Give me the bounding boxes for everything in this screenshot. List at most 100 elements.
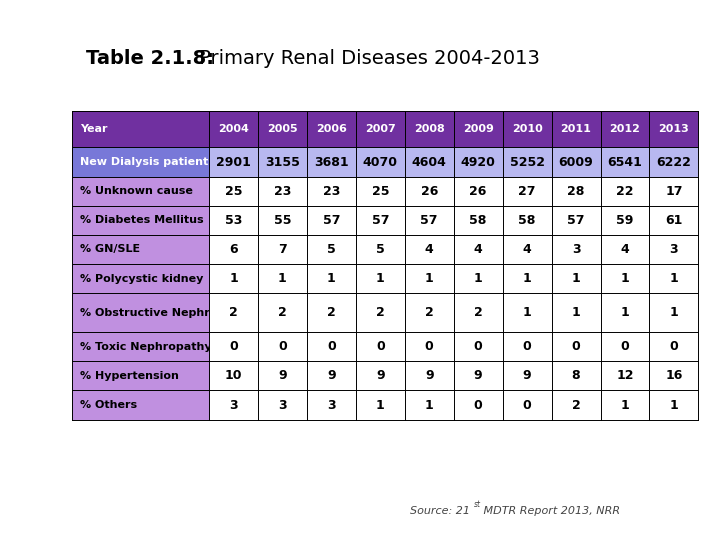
Text: 1: 1 <box>425 272 433 285</box>
Text: 5: 5 <box>327 243 336 256</box>
Text: 28: 28 <box>567 185 585 198</box>
Text: Primary Renal Diseases 2004-2013: Primary Renal Diseases 2004-2013 <box>193 49 540 68</box>
Text: 1: 1 <box>572 272 580 285</box>
Text: 1: 1 <box>376 399 384 411</box>
Text: 0: 0 <box>327 340 336 353</box>
Text: 6541: 6541 <box>608 156 642 168</box>
Text: 2008: 2008 <box>414 124 445 134</box>
Text: 4070: 4070 <box>363 156 398 168</box>
Text: 25: 25 <box>225 185 242 198</box>
Text: % Polycystic kidney: % Polycystic kidney <box>80 274 204 284</box>
Text: 9: 9 <box>278 369 287 382</box>
Text: 4: 4 <box>425 243 433 256</box>
Text: 23: 23 <box>274 185 291 198</box>
Text: 8: 8 <box>572 369 580 382</box>
Text: 0: 0 <box>572 340 580 353</box>
Text: 0: 0 <box>621 340 629 353</box>
Text: 1: 1 <box>523 306 531 319</box>
Text: 6: 6 <box>229 243 238 256</box>
Text: 26: 26 <box>469 185 487 198</box>
Text: % Toxic Nephropathy: % Toxic Nephropathy <box>80 342 212 352</box>
Text: 2: 2 <box>278 306 287 319</box>
Text: 1: 1 <box>523 272 531 285</box>
Text: 1: 1 <box>670 272 678 285</box>
Text: st: st <box>474 500 481 509</box>
Text: 57: 57 <box>372 214 389 227</box>
Text: 9: 9 <box>376 369 384 382</box>
Text: 0: 0 <box>523 399 531 411</box>
Text: 4920: 4920 <box>461 156 495 168</box>
Text: 10: 10 <box>225 369 242 382</box>
Text: 0: 0 <box>474 340 482 353</box>
Text: 3: 3 <box>278 399 287 411</box>
Text: 0: 0 <box>376 340 384 353</box>
Text: 26: 26 <box>420 185 438 198</box>
Text: 0: 0 <box>523 340 531 353</box>
Text: Table 2.1.8:: Table 2.1.8: <box>86 49 215 68</box>
Text: 2: 2 <box>229 306 238 319</box>
Text: 3: 3 <box>229 399 238 411</box>
Text: 1: 1 <box>474 272 482 285</box>
Text: 2004: 2004 <box>218 124 249 134</box>
Text: 2011: 2011 <box>561 124 592 134</box>
Text: 57: 57 <box>420 214 438 227</box>
Text: 4: 4 <box>621 243 629 256</box>
Text: 1: 1 <box>327 272 336 285</box>
Text: 1: 1 <box>572 306 580 319</box>
Text: 3: 3 <box>572 243 580 256</box>
Text: 27: 27 <box>518 185 536 198</box>
Text: 1: 1 <box>229 272 238 285</box>
Text: % GN/SLE: % GN/SLE <box>80 245 140 254</box>
Text: 9: 9 <box>425 369 433 382</box>
Text: % Diabetes Mellitus: % Diabetes Mellitus <box>80 215 204 225</box>
Text: 4: 4 <box>474 243 482 256</box>
Text: 4: 4 <box>523 243 531 256</box>
Text: 3681: 3681 <box>314 156 348 168</box>
Text: 5: 5 <box>376 243 384 256</box>
Text: 1: 1 <box>670 399 678 411</box>
Text: 12: 12 <box>616 369 634 382</box>
Text: 2012: 2012 <box>610 124 640 134</box>
Text: 57: 57 <box>323 214 340 227</box>
Text: 6009: 6009 <box>559 156 593 168</box>
Text: 2013: 2013 <box>659 124 689 134</box>
Text: 1: 1 <box>670 306 678 319</box>
Text: 2006: 2006 <box>316 124 347 134</box>
Text: 3: 3 <box>670 243 678 256</box>
Text: 2: 2 <box>376 306 384 319</box>
Text: 2: 2 <box>425 306 433 319</box>
Text: 6222: 6222 <box>657 156 691 168</box>
Text: 23: 23 <box>323 185 340 198</box>
Text: % Obstructive Nephropathy: % Obstructive Nephropathy <box>80 308 253 318</box>
Text: 0: 0 <box>670 340 678 353</box>
Text: 2010: 2010 <box>512 124 542 134</box>
Text: MDTR Report 2013, NRR: MDTR Report 2013, NRR <box>480 505 621 516</box>
Text: 0: 0 <box>425 340 433 353</box>
Text: 2005: 2005 <box>267 124 298 134</box>
Text: 0: 0 <box>278 340 287 353</box>
Text: 3: 3 <box>327 399 336 411</box>
Text: 9: 9 <box>327 369 336 382</box>
Text: 2009: 2009 <box>463 124 494 134</box>
Text: % Others: % Others <box>80 400 138 410</box>
Text: 2: 2 <box>572 399 580 411</box>
Text: 1: 1 <box>376 272 384 285</box>
Text: 2007: 2007 <box>365 124 396 134</box>
Text: 61: 61 <box>665 214 683 227</box>
Text: 16: 16 <box>665 369 683 382</box>
Text: 2901: 2901 <box>216 156 251 168</box>
Text: Source: 21: Source: 21 <box>410 505 470 516</box>
Text: 0: 0 <box>474 399 482 411</box>
Text: New Dialysis patients: New Dialysis patients <box>80 157 215 167</box>
Text: 1: 1 <box>425 399 433 411</box>
Text: 53: 53 <box>225 214 242 227</box>
Text: 59: 59 <box>616 214 634 227</box>
Text: 1: 1 <box>621 306 629 319</box>
Text: 2: 2 <box>327 306 336 319</box>
Text: % Unknown cause: % Unknown cause <box>80 186 193 196</box>
Text: 58: 58 <box>518 214 536 227</box>
Text: 9: 9 <box>474 369 482 382</box>
Text: 9: 9 <box>523 369 531 382</box>
Text: % Hypertension: % Hypertension <box>80 371 179 381</box>
Text: 2: 2 <box>474 306 482 319</box>
